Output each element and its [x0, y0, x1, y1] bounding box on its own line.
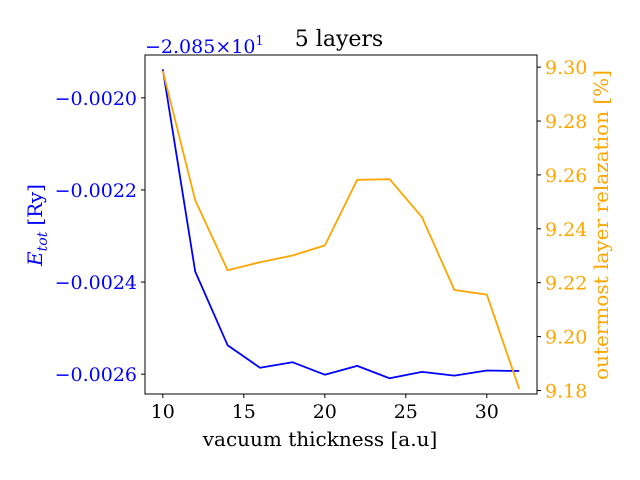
offset-mantissa: −2.085×10 [145, 36, 255, 58]
right-y-tick-label: 9.30 [545, 57, 587, 79]
x-axis-label: vacuum thickness [a.u] [202, 427, 438, 451]
right-y-tick-label: 9.22 [545, 273, 587, 295]
left-y-tick-label: −0.0026 [55, 364, 137, 386]
chart-title: 5 layers [295, 27, 383, 52]
right-y-tick-label: 9.18 [545, 380, 587, 402]
left-y-tick-label: −0.0020 [55, 88, 137, 110]
left-y-tick-label: −0.0022 [55, 180, 137, 202]
plot-layer [161, 69, 521, 390]
series-line-left [161, 69, 520, 380]
left-y-label-main: E [23, 251, 47, 267]
left-y-label-unit: [Ry] [23, 184, 47, 226]
x-tick-label: 15 [232, 401, 256, 423]
x-tick-label: 30 [475, 401, 499, 423]
tick-layer: 10 15 20 25 30 −0.0020 −0.0022 −0.0024 −0.0026 9.… [55, 57, 588, 423]
x-tick-label: 25 [394, 401, 418, 423]
offset-exponent: 1 [255, 34, 263, 49]
right-y-tick-label: 9.26 [545, 165, 587, 187]
right-y-tick-label: 9.20 [545, 327, 587, 349]
right-y-tick-label: 9.28 [545, 111, 587, 133]
left-axis-offset-text: −2.085×101 [145, 34, 264, 58]
plot-frame [144, 54, 538, 395]
series-line-right [161, 70, 521, 390]
right-y-axis-label: outermost layer relazation [%] [589, 70, 613, 380]
x-tick-label: 20 [313, 401, 337, 423]
x-tick-label: 10 [151, 401, 175, 423]
left-y-tick-label: −0.0024 [55, 272, 137, 294]
left-y-label-sub: tot [35, 231, 51, 251]
left-y-axis-label: Etot [Ry] [23, 184, 51, 267]
right-y-tick-label: 9.24 [545, 219, 587, 241]
